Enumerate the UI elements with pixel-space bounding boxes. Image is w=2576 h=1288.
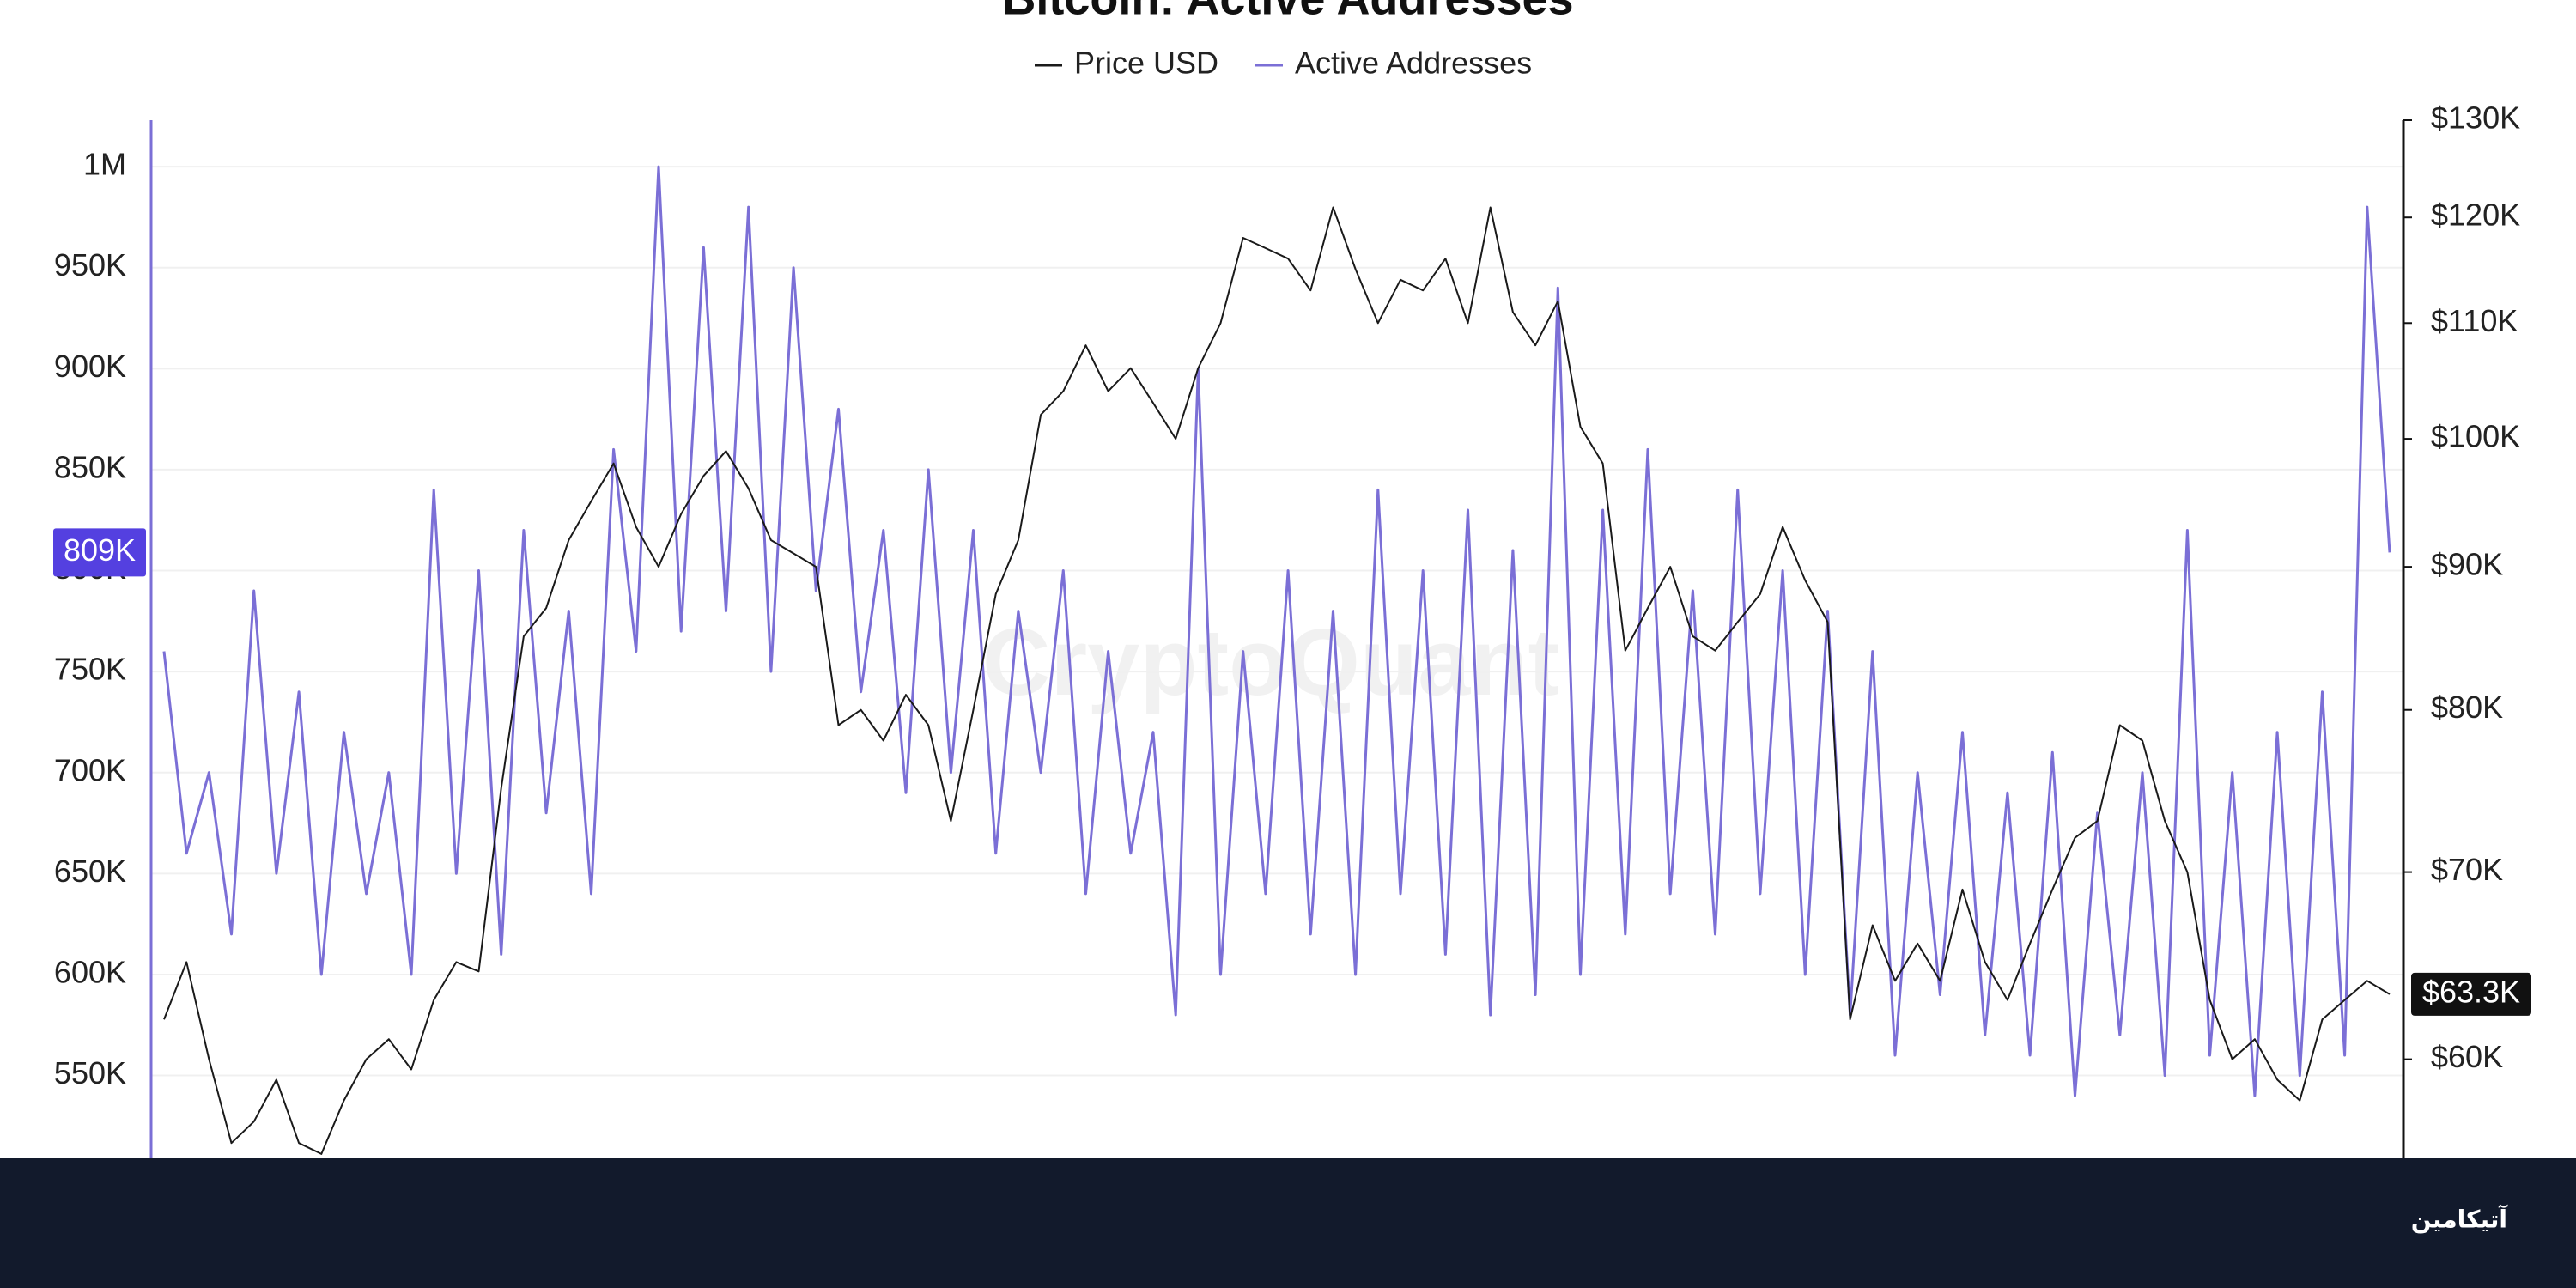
y2-tick-label: $120K (2431, 197, 2520, 233)
chart-title: Bitcoin: Active Addresses (1002, 0, 1573, 24)
series-line (163, 206, 2391, 1155)
y2-tick-label: $100K (2431, 419, 2520, 454)
y-tick-label: 950K (54, 247, 126, 283)
current-value-label: $63.3K (2422, 974, 2520, 1009)
current-value-badge (53, 528, 146, 577)
legend-label: Active Addresses (1295, 46, 1532, 81)
y-tick-label: 550K (54, 1055, 126, 1091)
y-tick-label: 600K (54, 954, 126, 989)
y-tick-label: 750K (54, 652, 126, 687)
footer-bar (0, 1158, 2576, 1288)
y2-tick-label: $110K (2431, 303, 2518, 338)
y2-tick-label: $80K (2431, 690, 2503, 725)
y2-tick-label: $130K (2431, 100, 2520, 136)
footer-logo: آتیکامین (2411, 1204, 2509, 1233)
current-value-label: 809K (64, 532, 136, 568)
current-value-badge (2411, 972, 2531, 1016)
y-tick-label: 650K (54, 854, 126, 889)
y2-tick-label: $90K (2431, 547, 2503, 582)
y-tick-label: 850K (54, 449, 126, 484)
legend-label: Price USD (1074, 46, 1218, 81)
y2-tick-label: $60K (2431, 1039, 2503, 1074)
series-line (162, 165, 2391, 1097)
y-tick-label: 700K (54, 752, 126, 787)
y2-tick-label: $70K (2431, 852, 2503, 887)
y-tick-label: 1M (83, 147, 126, 182)
y-tick-label: 900K (54, 349, 126, 384)
